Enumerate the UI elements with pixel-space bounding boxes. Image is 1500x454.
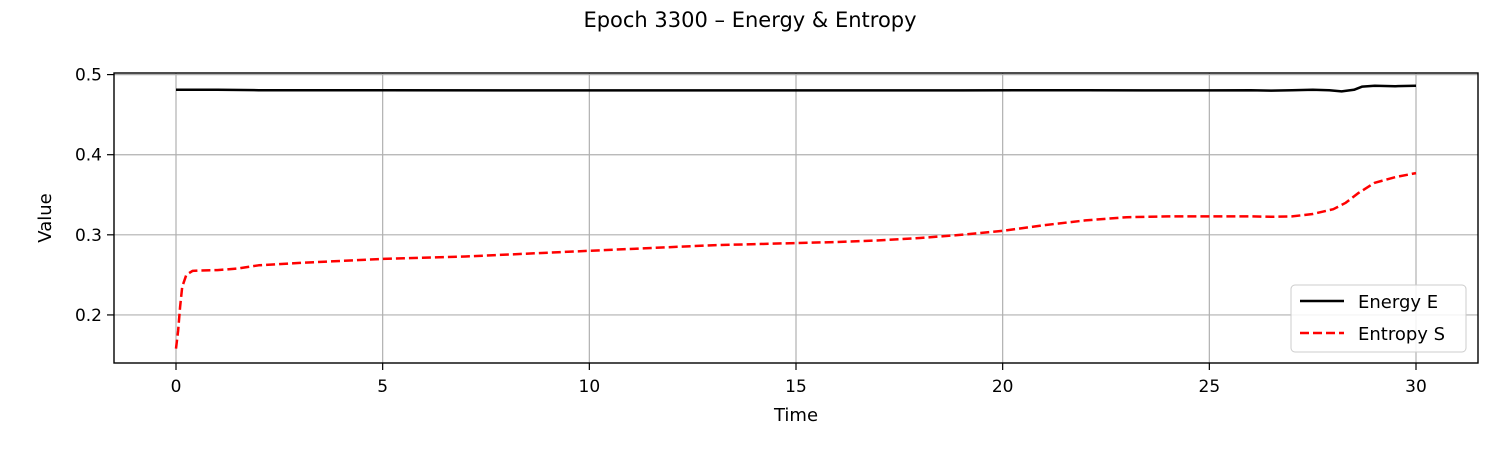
x-tick-label: 30 [1405, 377, 1427, 397]
series-line-energy-e [176, 84, 1417, 93]
series-layer [174, 84, 1417, 349]
x-tick-label: 25 [1199, 377, 1221, 397]
y-tick-label: 0.2 [75, 306, 102, 326]
legend-label-entropy: Entropy S [1358, 324, 1445, 345]
x-tick-label: 20 [992, 377, 1014, 397]
y-tick-label: 0.3 [75, 226, 102, 246]
x-tick-label: 5 [377, 377, 388, 397]
y-tick-label: 0.5 [75, 66, 102, 86]
x-axis-ticks: 0 5 10 15 20 25 30 [171, 363, 1427, 397]
x-tick-label: 15 [785, 377, 807, 397]
series-line-entropy-s [174, 171, 1417, 349]
legend-label-energy: Energy E [1358, 292, 1438, 313]
y-axis-label: Value [35, 193, 56, 242]
x-axis-label: Time [773, 405, 818, 426]
y-tick-label: 0.4 [75, 146, 102, 166]
chart-title: Epoch 3300 – Energy & Entropy [583, 8, 916, 32]
grid-layer [114, 73, 1478, 363]
y-axis-ticks: 0.2 0.3 0.4 0.5 [75, 66, 114, 326]
x-tick-label: 10 [579, 377, 601, 397]
legend: Energy E Entropy S [1290, 284, 1467, 353]
x-tick-label: 0 [171, 377, 182, 397]
